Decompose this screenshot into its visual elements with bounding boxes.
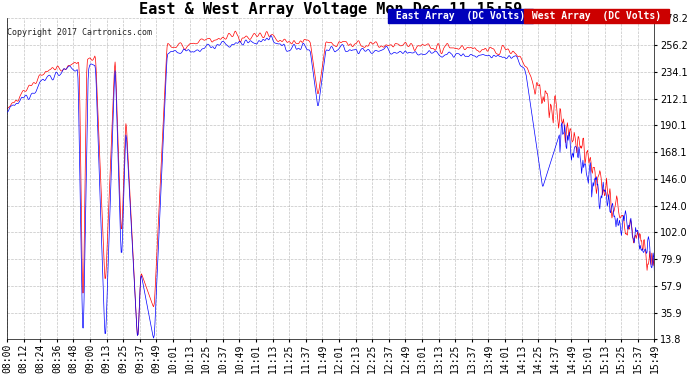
- Text: East Array  (DC Volts): East Array (DC Volts): [390, 11, 531, 21]
- Text: Copyright 2017 Cartronics.com: Copyright 2017 Cartronics.com: [7, 28, 152, 37]
- Text: West Array  (DC Volts): West Array (DC Volts): [526, 11, 667, 21]
- Title: East & West Array Voltage Mon Dec 11 15:59: East & West Array Voltage Mon Dec 11 15:…: [139, 2, 522, 17]
